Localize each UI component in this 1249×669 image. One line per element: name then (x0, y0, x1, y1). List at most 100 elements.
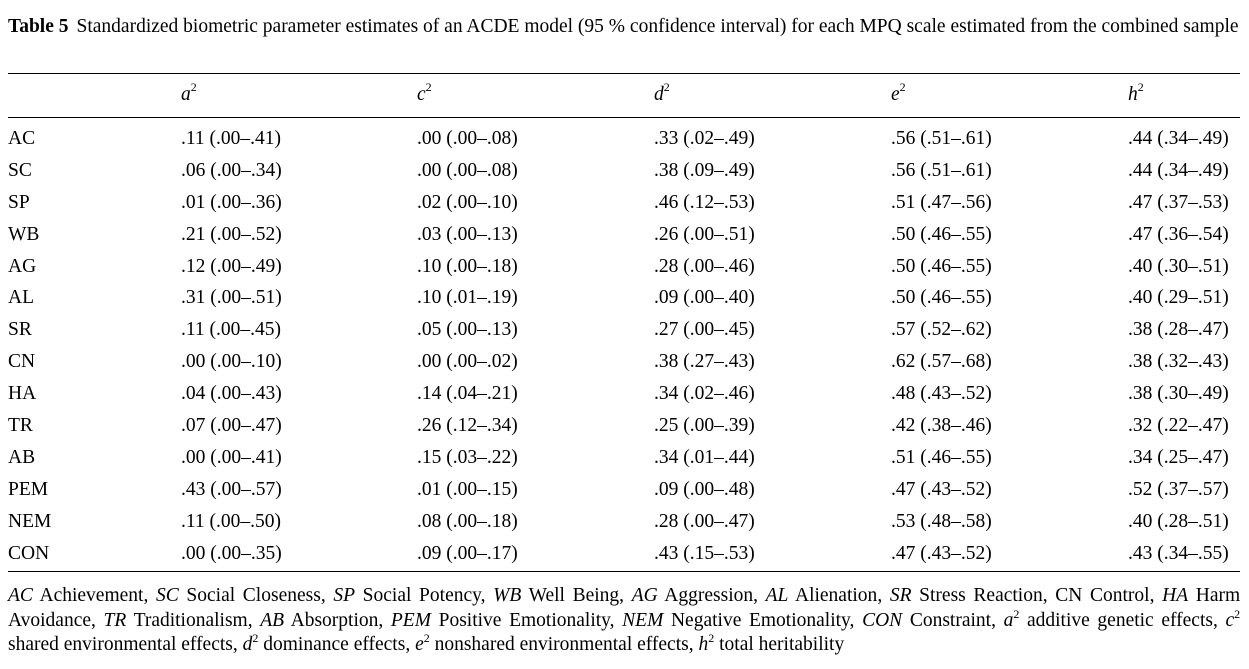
estimate-cell-c2: .03 (.00–.13) (417, 223, 518, 245)
footnote-abbreviation: AC (8, 585, 33, 606)
estimate-cell-e2: .56 (.51–.61) (891, 159, 992, 181)
table-row: WB .21 (.00–.52) .03 (.00–.13) .26 (.00–.51… (0, 221, 1249, 253)
table-caption: Table 5 Standardized biometric parameter … (8, 15, 1240, 39)
estimate-cell-e2: .47 (.43–.52) (891, 542, 992, 564)
footnote-parameter-exponent: 2 (1013, 606, 1020, 621)
footnote-abbreviation: SC (156, 585, 179, 606)
footnote-separator: , (688, 634, 694, 655)
row-label-cell: SC (8, 159, 32, 181)
estimate-cell-h2: .43 (.34–.55) (1128, 542, 1229, 564)
estimate-cell-a2: .00 (.00–.10) (181, 351, 282, 373)
footnote-abbreviation: CN (1055, 585, 1083, 606)
footnote-term: Stress Reaction (919, 585, 1043, 606)
footnote-term: Aggression (664, 585, 754, 606)
footnote-separator: , (1212, 609, 1218, 631)
footnote-separator: , (320, 585, 326, 606)
footnote-separator: , (753, 585, 758, 606)
estimate-cell-e2: .50 (.46–.55) (891, 223, 992, 245)
row-label-cell: TR (8, 415, 33, 437)
table-row: AC .11 (.00–.41) .00 (.00–.08) .33 (.02–.49… (0, 125, 1249, 157)
footnote-separator: , (991, 609, 996, 631)
estimate-cell-c2: .26 (.12–.34) (417, 415, 518, 437)
footnote-term: additive genetic effects (1026, 609, 1213, 631)
footnote-parameter-exponent: 2 (708, 631, 715, 645)
table-row: TR .07 (.00–.47) .26 (.12–.34) .25 (.00–.39… (0, 412, 1249, 444)
table-row: SC .06 (.00–.34) .00 (.00–.08) .38 (.09–.49… (0, 157, 1249, 189)
row-label-cell: WB (8, 223, 40, 245)
footnote-separator: , (1149, 585, 1155, 606)
estimate-cell-a2: .11 (.00–.50) (181, 510, 282, 532)
footnote-term: Control (1090, 585, 1150, 606)
footnote-parameter-symbol: h (698, 634, 709, 655)
table-row: HA .04 (.00–.43) .14 (.04–.21) .34 (.02–.46… (0, 380, 1249, 412)
footnote-separator: , (1042, 585, 1048, 606)
footnote-parameter-exponent: 2 (1234, 606, 1241, 621)
table-header-rule (8, 117, 1240, 118)
footnote-abbreviation: CON (862, 609, 903, 631)
table-body: AC .11 (.00–.41) .00 (.00–.08) .33 (.02–.49… (0, 125, 1249, 571)
footnote-term: Social Potency (362, 585, 481, 606)
estimate-cell-e2: .56 (.51–.61) (891, 128, 992, 149)
footnote-separator: , (232, 634, 238, 655)
footnote-parameter-exponent: 2 (423, 631, 430, 645)
table-bottom-rule (8, 571, 1240, 572)
row-label-cell: PEM (8, 478, 49, 500)
table-row: AL .31 (.00–.51) .10 (.01–.19) .09 (.00–.40… (0, 284, 1249, 316)
footnote-parameter-symbol: a (1003, 609, 1014, 631)
row-label-cell: HA (8, 383, 37, 405)
footnote-separator: , (877, 585, 883, 606)
estimate-cell-d2: .38 (.27–.43) (654, 351, 755, 373)
estimate-cell-c2: .08 (.00–.18) (417, 510, 518, 532)
estimate-cell-e2: .53 (.48–.58) (891, 510, 992, 532)
estimate-cell-d2: .09 (.00–.40) (654, 287, 755, 309)
estimate-cell-c2: .05 (.00–.13) (417, 319, 518, 341)
footnote-term: Harm Avoidance (8, 585, 1241, 631)
estimate-cell-c2: .10 (.00–.18) (417, 255, 518, 277)
footnote-parameter-symbol: d (242, 634, 253, 655)
row-label-cell: AG (8, 255, 37, 277)
footnote-parameter-exponent: 2 (252, 631, 259, 645)
footnote-separator: , (609, 609, 615, 631)
estimate-cell-e2: .48 (.43–.52) (891, 383, 992, 405)
table-row: NEM .11 (.00–.50) .08 (.00–.18) .28 (.00–.4… (0, 508, 1249, 540)
column-header-h2: h2 (1128, 80, 1144, 105)
estimate-cell-e2: .51 (.47–.56) (891, 191, 992, 213)
estimate-cell-a2: .07 (.00–.47) (181, 415, 282, 437)
estimate-cell-a2: .11 (.00–.41) (181, 128, 282, 149)
footnote-term: Absorption (290, 609, 379, 631)
estimate-cell-d2: .27 (.00–.45) (654, 319, 755, 341)
footnote-term: Traditionalism (133, 609, 248, 631)
estimate-cell-c2: .10 (.01–.19) (417, 287, 518, 309)
footnote-separator: , (405, 634, 411, 655)
column-header-d2: d2 (654, 80, 670, 105)
estimate-cell-d2: .38 (.09–.49) (654, 159, 755, 181)
row-label-cell: NEM (8, 510, 52, 532)
estimate-cell-h2: .40 (.29–.51) (1128, 287, 1229, 309)
table-row: AG .12 (.00–.49) .10 (.00–.18) .28 (.00–.46… (0, 253, 1249, 285)
estimate-cell-h2: .40 (.28–.51) (1128, 510, 1229, 532)
footnote-term: Social Closeness (186, 585, 321, 606)
footnote-term: Alienation (794, 585, 878, 606)
estimate-cell-e2: .50 (.46–.55) (891, 287, 992, 309)
estimate-cell-h2: .47 (.37–.53) (1128, 191, 1229, 213)
estimate-cell-c2: .15 (.03–.22) (417, 446, 518, 468)
row-label-cell: AL (8, 287, 34, 309)
estimate-cell-c2: .14 (.04–.21) (417, 383, 518, 405)
column-header-a2: a2 (181, 80, 197, 105)
estimate-cell-h2: .34 (.25–.47) (1128, 446, 1229, 468)
estimate-cell-a2: .06 (.00–.34) (181, 159, 282, 181)
footnote-term: total heritability (719, 634, 845, 655)
row-label-cell: SP (8, 191, 30, 213)
estimate-cell-c2: .00 (.00–.08) (417, 159, 518, 181)
footnote-abbreviation: WB (493, 585, 522, 606)
estimate-cell-c2: .02 (.00–.10) (417, 191, 518, 213)
table-row: SP .01 (.00–.36) .02 (.00–.10) .46 (.12–.53… (0, 189, 1249, 221)
column-header-c2: c2 (417, 80, 432, 105)
footnote-separator: , (619, 585, 625, 606)
table-row: CON .00 (.00–.35) .09 (.00–.17) .43 (.15–.5… (0, 540, 1249, 572)
table-top-rule (8, 73, 1240, 74)
footnote-parameter-symbol: c (1225, 609, 1235, 631)
estimate-cell-d2: .33 (.02–.49) (654, 128, 755, 149)
footnote-term: Well Being (528, 585, 620, 606)
estimate-cell-h2: .38 (.28–.47) (1128, 319, 1229, 341)
